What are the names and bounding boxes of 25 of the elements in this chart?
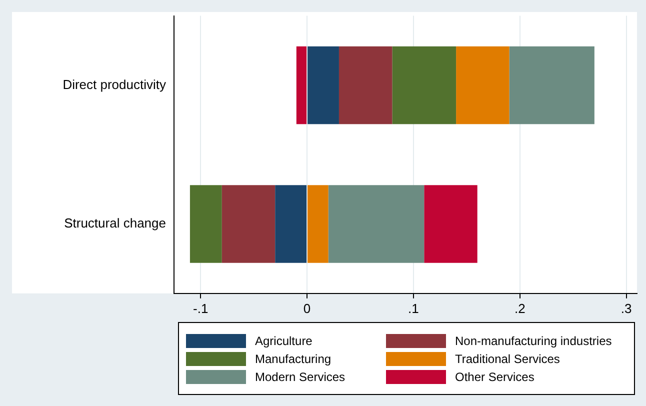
legend-label: Manufacturing <box>255 352 332 366</box>
bar <box>338 46 392 124</box>
bar <box>424 185 478 263</box>
bar <box>308 185 328 263</box>
bar <box>328 185 424 263</box>
legend-label: Modern Services <box>255 370 346 384</box>
x-tick-label: .2 <box>514 300 526 316</box>
bar <box>308 46 339 124</box>
legend-label: Non-manufacturing industries <box>455 334 612 348</box>
bar <box>456 46 510 124</box>
x-tick-label: .1 <box>408 300 419 316</box>
legend-label: Traditional Services <box>455 352 560 366</box>
bar <box>296 46 307 124</box>
x-tick-label: -.1 <box>193 300 208 316</box>
x-tick-label: .3 <box>620 300 632 316</box>
bar <box>392 46 456 124</box>
bar <box>222 185 276 263</box>
y-tick-label: Structural change <box>64 216 166 231</box>
bar <box>509 46 594 124</box>
legend-label: Agriculture <box>255 334 312 348</box>
y-tick-label: Direct productivity <box>62 76 166 92</box>
x-tick-label: 0 <box>303 300 311 316</box>
bar <box>190 185 222 263</box>
legend-label: Other Services <box>455 370 534 384</box>
bar <box>275 185 307 263</box>
